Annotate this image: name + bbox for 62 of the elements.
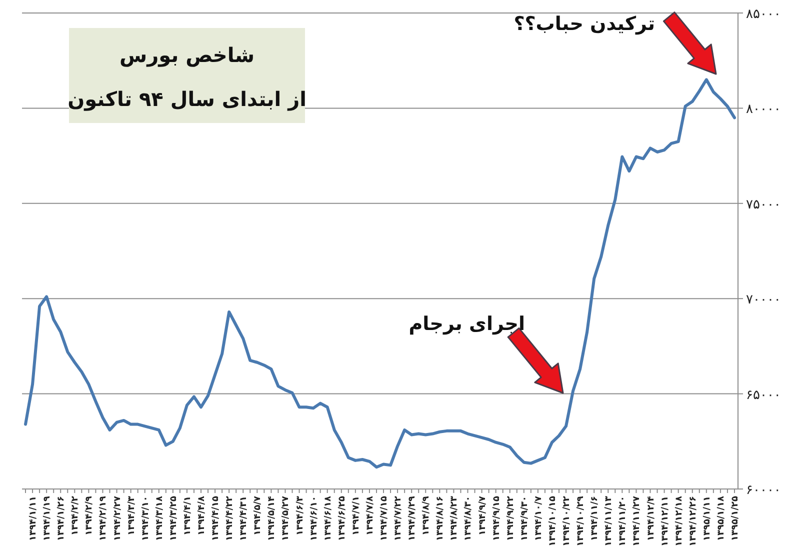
x-tick-label: ۱۳۹۴/۸/۹ (422, 496, 432, 536)
annotation: ترکیدن حباب؟؟ (514, 13, 655, 35)
x-tick-label: ۱۳۹۴/۳/۱۸ (154, 496, 165, 542)
x-tick-label: ۱۳۹۴/۶/۲۵ (337, 496, 348, 542)
text: شاخص بورس (120, 43, 254, 67)
x-tick-label: ۱۳۹۴/۵/۱۴ (267, 496, 278, 542)
x-tick-label: ۱۳۹۴/۶/۳ (295, 496, 306, 536)
x-tick-label: ۱۳۹۴/۴/۳۱ (239, 496, 250, 542)
x-tick-label: ۱۳۹۴/۸/۳۰ (464, 496, 474, 542)
x-tick-label: ۱۳۹۵/۱/۱۱ (702, 496, 712, 542)
x-tick-label: ۱۳۹۴/۸/۱۶ (436, 496, 446, 542)
x-tick-label: ۱۳۹۴/۱۰/۷ (534, 496, 544, 542)
x-tick-label: ۱۳۹۴/۴/۲۲ (225, 496, 236, 542)
x-tick-label: ۱۳۹۴/۶/۱۸ (323, 496, 334, 542)
x-tick-label: ۱۳۹۴/۹/۷ (478, 496, 488, 536)
x-tick-label: ۱۳۹۴/۱/۱۱ (28, 496, 39, 542)
x-tick-label: ۱۳۹۴/۱۱/۲۰ (618, 496, 628, 547)
x-tick-label: ۱۳۹۴/۱/۱۹ (42, 496, 53, 542)
x-tick-label: ۱۳۹۴/۱۰/۱۵ (548, 496, 558, 547)
line-series (24, 78, 736, 469)
x-tick-label: ۱۳۹۴/۷/۸ (365, 496, 376, 536)
x-tick-label: ۱۳۹۴/۱/۲۶ (56, 496, 67, 542)
x-tick-label: ۱۳۹۴/۲/۲۷ (112, 496, 123, 542)
x-tick-label: ۱۳۹۴/۱۱/۶ (590, 496, 600, 542)
x-tick-label: ۱۳۹۴/۱۱/۲۷ (632, 496, 642, 547)
x-tick-label: ۱۳۹۴/۶/۱۰ (309, 496, 320, 542)
x-tick-label: ۱۳۹۴/۵/۲۷ (281, 496, 292, 542)
x-tick-label: ۱۳۹۴/۱۲/۴ (646, 496, 656, 542)
x-tick-label: ۱۳۹۴/۵/۷ (253, 496, 264, 536)
x-tick-label: ۱۳۹۴/۹/۲۲ (506, 496, 516, 542)
x-tick-label: ۱۳۹۴/۹/۱۵ (492, 496, 502, 542)
x-tick-label: ۱۳۹۴/۱۱/۱۳ (604, 496, 614, 547)
x-tick-label: ۱۳۹۴/۲/۲ (70, 496, 81, 536)
x-tick-label: ۱۳۹۴/۳/۲۵ (168, 496, 179, 542)
y-tick-label: ۷۰۰۰۰ (746, 292, 781, 308)
x-tick-label: ۱۳۹۴/۱۲/۲۶ (688, 496, 698, 547)
x-tick-label: ۱۳۹۴/۴/۸ (197, 496, 207, 536)
x-tick-label: ۱۳۹۴/۳/۳ (126, 496, 137, 536)
x-tick-label: ۱۳۹۴/۱۲/۱۱ (660, 496, 670, 547)
x-tick-label: ۱۳۹۴/۷/۱۵ (380, 496, 390, 542)
y-tick-label: ۶۰۰۰۰ (746, 483, 781, 498)
x-tick-label: ۱۳۹۴/۷/۲۹ (408, 496, 418, 542)
x-tick-label: ۱۳۹۴/۷/۱ (351, 496, 362, 536)
x-tick-label: ۱۳۹۴/۲/۹ (84, 496, 95, 536)
x-tick-label: ۱۳۹۴/۳/۱۰ (140, 496, 151, 542)
y-tick-label: ۸۵۰۰۰ (746, 7, 781, 22)
x-tick-label: ۱۳۹۴/۱۰/۲۲ (562, 496, 572, 547)
x-tick-label: ۱۳۹۴/۲/۱۹ (98, 496, 109, 542)
x-tick-label: ۱۳۹۴/۱۰/۲۹ (576, 496, 586, 547)
annotation: اجرای برجام (408, 313, 525, 335)
y-tick-label: ۷۵۰۰۰ (746, 197, 781, 212)
y-tick-label: ۶۵۰۰۰ (746, 388, 781, 403)
x-tick-label: ۱۳۹۴/۴/۱ (182, 496, 193, 536)
x-tick-label: ۱۳۹۴/۸/۲۳ (450, 496, 460, 542)
x-tick-label: ۱۳۹۵/۱/۲۵ (730, 496, 740, 542)
x-tick-label: ۱۳۹۴/۴/۱۵ (211, 496, 222, 542)
x-tick-label: ۱۳۹۴/۱۲/۱۸ (674, 496, 684, 547)
x-tick-label: ۱۳۹۵/۱/۱۸ (716, 496, 726, 542)
x-tick-label: ۱۳۹۴/۹/۳۰ (520, 496, 530, 542)
text: از ابتدای سال ۹۴ تاکنون (68, 87, 306, 111)
x-tick-label: ۱۳۹۴/۷/۲۲ (394, 496, 404, 542)
y-tick-label: ۸۰۰۰۰ (746, 102, 781, 118)
